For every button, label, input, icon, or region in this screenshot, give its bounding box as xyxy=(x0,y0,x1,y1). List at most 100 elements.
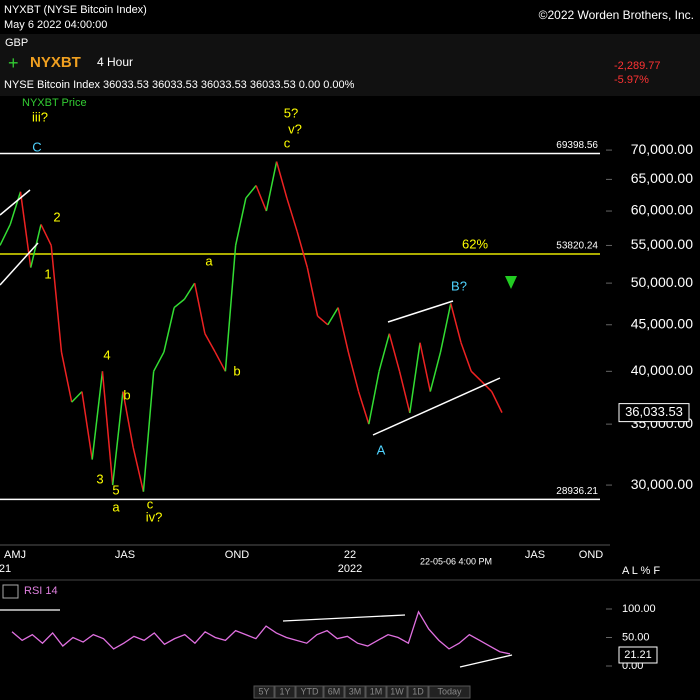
y-tick-label: 70,000.00 xyxy=(631,141,693,157)
close-button[interactable] xyxy=(2,584,19,599)
add-icon[interactable]: + xyxy=(8,53,19,73)
price-segment xyxy=(480,380,493,393)
range-label[interactable]: YTD xyxy=(301,686,320,696)
y-tick-label: 65,000.00 xyxy=(631,170,693,186)
wave-label: a xyxy=(112,499,120,514)
x-tick-label: JAS xyxy=(525,549,545,561)
x-tick-label: OND xyxy=(225,549,250,561)
change: -2,289.77 xyxy=(614,60,660,72)
x-tick-label: AMJ xyxy=(4,549,26,561)
price-segment xyxy=(204,333,216,353)
range-label[interactable]: 1D xyxy=(412,686,424,696)
price-segment xyxy=(132,447,145,492)
level-label: 28936.21 xyxy=(556,486,598,497)
wave-label: C xyxy=(32,139,41,154)
toolbar xyxy=(0,34,700,96)
rsi-line xyxy=(11,610,511,655)
y-tick-label: 40,000.00 xyxy=(631,362,693,378)
wave-label: 5 xyxy=(112,482,119,497)
price-segment xyxy=(19,191,32,268)
x-tick-label: 22 xyxy=(344,549,356,561)
rsi-title: RSI 14 xyxy=(24,585,58,597)
wave-label: 4 xyxy=(103,347,110,362)
price-segment xyxy=(286,197,298,232)
range-label[interactable]: 5Y xyxy=(258,686,269,696)
wave-label: iii? xyxy=(32,109,48,124)
price-segment xyxy=(60,351,73,403)
range-label[interactable]: 1Y xyxy=(279,686,290,696)
price-segment xyxy=(265,161,278,212)
interval[interactable]: 4 Hour xyxy=(97,55,133,69)
price-segment xyxy=(409,342,421,414)
price-segment xyxy=(255,185,268,212)
price-segment xyxy=(378,333,391,372)
range-label[interactable]: 3M xyxy=(349,686,362,696)
wave-label: A xyxy=(377,442,386,457)
currency[interactable]: GBP xyxy=(5,37,28,49)
range-button xyxy=(253,685,275,699)
wave-label: 1 xyxy=(44,266,51,281)
price-segment xyxy=(368,371,380,425)
price-segment xyxy=(491,391,503,413)
wave-label: iv? xyxy=(146,509,163,524)
x-sublabel: 2022 xyxy=(338,563,362,575)
price-segment xyxy=(224,245,237,372)
wave-label: a xyxy=(205,253,213,268)
range-button xyxy=(407,685,429,699)
wave-label: 3 xyxy=(96,471,103,486)
wave-label: b xyxy=(233,363,240,378)
price-segment xyxy=(163,307,175,353)
price-segment xyxy=(317,315,329,326)
price-segment xyxy=(347,351,360,392)
date: May 6 2022 04:00:00 xyxy=(4,19,107,31)
copyright: ©2022 Worden Brothers, Inc. xyxy=(539,8,694,22)
price-segment xyxy=(183,282,196,300)
scale-buttons[interactable]: A L % F xyxy=(622,565,660,577)
rsi-last: 21.21 xyxy=(624,649,652,661)
price-segment xyxy=(439,303,452,353)
y-tick-label: 55,000.00 xyxy=(631,236,693,252)
wave-label: B? xyxy=(451,278,467,293)
price-segment xyxy=(460,342,472,372)
rsi-trend xyxy=(282,614,406,622)
price-segment xyxy=(122,391,134,448)
range-label[interactable]: Today xyxy=(437,686,462,696)
range-label[interactable]: 1W xyxy=(390,686,404,696)
level-label: 69398.56 xyxy=(556,140,598,151)
trend-line xyxy=(0,242,39,286)
price-segment xyxy=(388,333,401,372)
range-label[interactable]: 6M xyxy=(328,686,341,696)
price-segment xyxy=(450,303,462,343)
rsi-tick-label: 100.00 xyxy=(622,603,656,615)
price-segment xyxy=(9,191,22,225)
y-tick-label: 60,000.00 xyxy=(631,202,693,218)
x-sublabel: 21 xyxy=(0,563,11,575)
price-segment xyxy=(275,161,288,199)
price-segment xyxy=(296,231,309,268)
last-price: 36,033.53 xyxy=(625,404,683,419)
trend-line xyxy=(372,377,501,436)
cursor-time: 22-05-06 4:00 PM xyxy=(420,556,492,566)
rsi-last-box xyxy=(618,646,658,664)
price-segment xyxy=(245,185,257,199)
trend-line xyxy=(0,189,31,216)
price-segment xyxy=(419,342,432,392)
price-segment xyxy=(142,371,155,492)
rsi-tick-label: 50.00 xyxy=(622,631,650,643)
price-segment xyxy=(470,370,483,382)
change-pct: -5.97% xyxy=(614,74,649,86)
wave-label: c xyxy=(284,135,291,150)
range-button xyxy=(386,685,408,699)
wave-label: 2 xyxy=(53,209,60,224)
wave-label: 5? xyxy=(284,105,298,120)
range-label[interactable]: 1M xyxy=(370,686,383,696)
price-segment xyxy=(173,298,185,309)
wave-label: c xyxy=(147,496,154,511)
price-segment xyxy=(327,307,339,326)
level-label: 53820.24 xyxy=(556,241,598,252)
symbol[interactable]: NYXBT xyxy=(30,54,81,71)
x-tick-label: OND xyxy=(579,549,604,561)
price-segment xyxy=(214,351,227,372)
